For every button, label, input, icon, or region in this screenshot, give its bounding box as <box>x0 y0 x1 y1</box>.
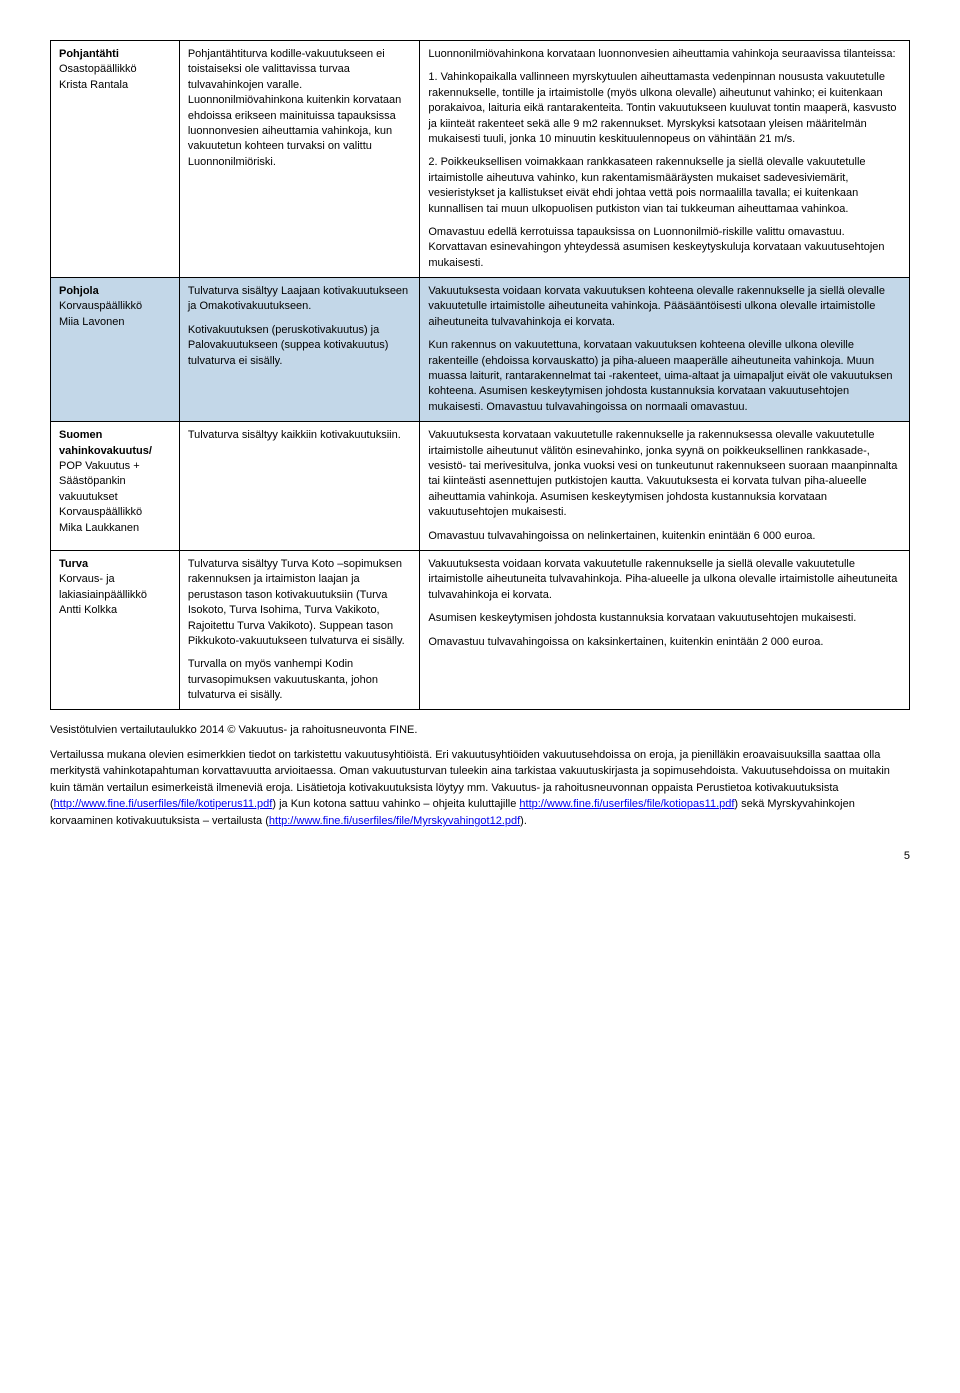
footer-paragraph: Vertailussa mukana olevien esimerkkien t… <box>50 747 910 830</box>
company-cell: PohjolaKorvauspäällikköMiia Lavonen <box>51 278 180 422</box>
footer-link-2[interactable]: http://www.fine.fi/userfiles/file/kotiop… <box>519 798 734 810</box>
coverage-cell: Tulvaturva sisältyy Laajaan kotivakuutuk… <box>179 278 420 422</box>
footer-link-1[interactable]: http://www.fine.fi/userfiles/file/kotipe… <box>54 798 273 810</box>
details-cell: Vakuutuksesta korvataan vakuutetulle rak… <box>420 422 910 551</box>
coverage-cell: Tulvaturva sisältyy Turva Koto –sopimuks… <box>179 550 420 710</box>
page-number: 5 <box>50 849 910 864</box>
footer-copy: Vesistötulvien vertailutaulukko 2014 © V… <box>50 722 910 829</box>
details-cell: Luonnonilmiövahinkona korvataan luonnonv… <box>420 41 910 278</box>
footer-link-3[interactable]: http://www.fine.fi/userfiles/file/Myrsky… <box>269 815 520 827</box>
company-cell: TurvaKorvaus- ja lakiasiainpäällikköAntt… <box>51 550 180 710</box>
company-cell: Suomen vahinkovakuutus/POP Vakuutus + Sä… <box>51 422 180 551</box>
coverage-cell: Tulvaturva sisältyy kaikkiin kotivakuutu… <box>179 422 420 551</box>
details-cell: Vakuutuksesta voidaan korvata vakuutetul… <box>420 550 910 710</box>
footer-copyright: Vesistötulvien vertailutaulukko 2014 © V… <box>50 722 910 739</box>
comparison-table: PohjantähtiOsastopäällikköKrista Rantala… <box>50 40 910 710</box>
company-cell: PohjantähtiOsastopäällikköKrista Rantala <box>51 41 180 278</box>
coverage-cell: Pohjantähtiturva kodille-vakuutukseen ei… <box>179 41 420 278</box>
details-cell: Vakuutuksesta voidaan korvata vakuutukse… <box>420 278 910 422</box>
